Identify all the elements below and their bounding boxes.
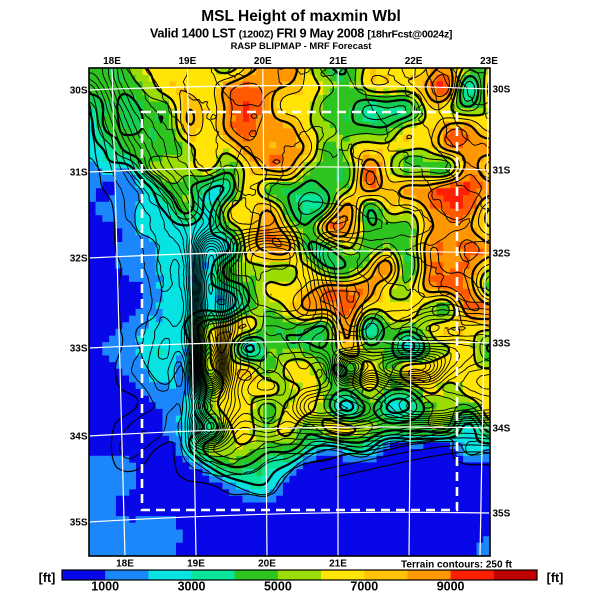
svg-text:20E: 20E — [254, 56, 272, 67]
svg-text:7000: 7000 — [350, 580, 378, 594]
svg-text:34S: 34S — [70, 432, 88, 443]
svg-text:32S: 32S — [70, 254, 88, 265]
svg-text:[ft]: [ft] — [547, 571, 564, 585]
svg-text:MSL Height of maxmin Wbl: MSL Height of maxmin Wbl — [201, 8, 401, 25]
svg-text:23E: 23E — [480, 56, 498, 67]
svg-text:21E: 21E — [329, 559, 347, 570]
svg-text:Terrain contours: 250 ft: Terrain contours: 250 ft — [401, 560, 513, 571]
svg-text:22E: 22E — [405, 56, 423, 67]
svg-text:33S: 33S — [70, 344, 88, 355]
svg-text:21E: 21E — [329, 56, 347, 67]
svg-text:35S: 35S — [493, 509, 511, 520]
svg-text:18E: 18E — [103, 56, 121, 67]
svg-text:35S: 35S — [70, 518, 88, 529]
svg-text:31S: 31S — [70, 168, 88, 179]
svg-text:5000: 5000 — [264, 580, 292, 594]
svg-text:Valid 1400 LST (1200Z) FRI 9 M: Valid 1400 LST (1200Z) FRI 9 May 2008 [1… — [150, 26, 452, 41]
svg-text:9000: 9000 — [437, 580, 465, 594]
svg-text:31S: 31S — [493, 166, 511, 177]
svg-text:1000: 1000 — [91, 580, 119, 594]
svg-text:30S: 30S — [70, 86, 88, 97]
svg-text:34S: 34S — [493, 424, 511, 435]
svg-text:RASP BLIPMAP - MRF Forecast: RASP BLIPMAP - MRF Forecast — [231, 40, 372, 51]
svg-text:[ft]: [ft] — [39, 571, 56, 585]
svg-text:33S: 33S — [493, 339, 511, 350]
svg-text:32S: 32S — [493, 249, 511, 260]
svg-text:19E: 19E — [179, 56, 197, 67]
svg-text:20E: 20E — [258, 559, 276, 570]
svg-text:18E: 18E — [116, 559, 134, 570]
svg-text:19E: 19E — [187, 559, 205, 570]
svg-text:30S: 30S — [493, 85, 511, 96]
svg-text:3000: 3000 — [178, 580, 206, 594]
